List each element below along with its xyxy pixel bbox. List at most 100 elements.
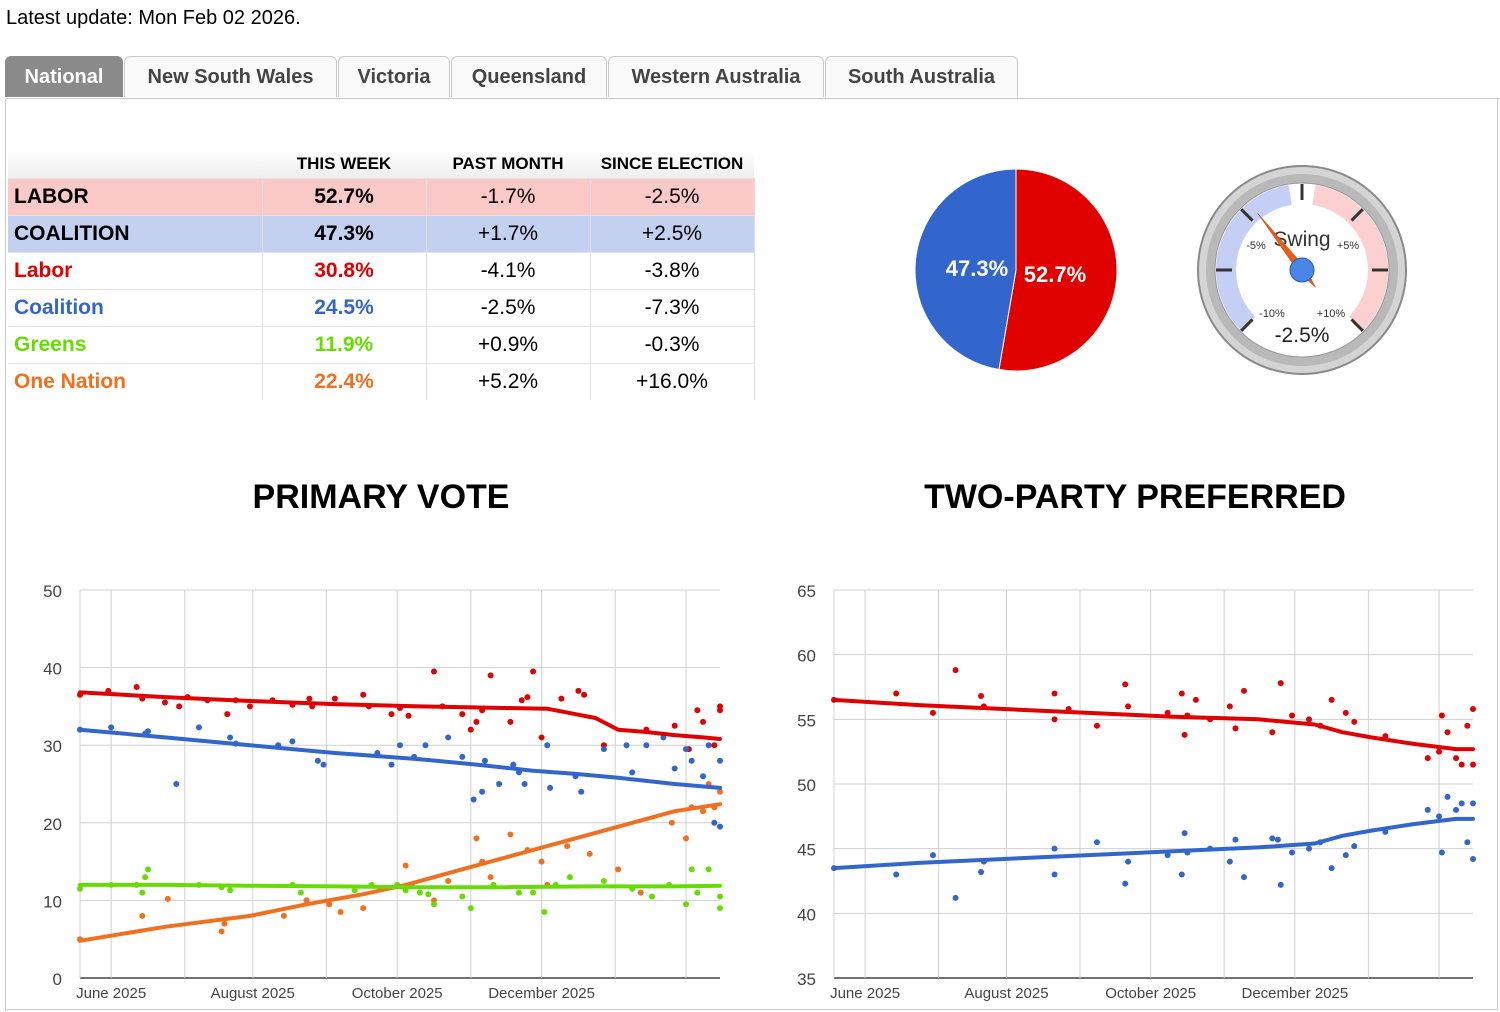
primary-vote-title: PRIMARY VOTE bbox=[252, 478, 510, 516]
poll-point bbox=[538, 734, 545, 741]
poll-point bbox=[1181, 830, 1188, 837]
poll-point bbox=[496, 781, 503, 787]
poll-point bbox=[1436, 748, 1443, 755]
poll-point bbox=[671, 722, 678, 729]
poll-point bbox=[717, 893, 723, 900]
poll-point bbox=[1424, 755, 1431, 762]
tab-victoria[interactable]: Victoria bbox=[338, 56, 450, 97]
poll-point bbox=[459, 893, 466, 900]
poll-point bbox=[600, 878, 607, 884]
series-coalition bbox=[77, 724, 723, 830]
poll-point bbox=[1178, 690, 1185, 697]
poll-point bbox=[683, 746, 690, 753]
poll-point bbox=[668, 819, 675, 826]
poll-point bbox=[558, 695, 565, 702]
poll-point bbox=[711, 819, 718, 826]
poll-point bbox=[161, 699, 168, 706]
poll-point bbox=[600, 746, 607, 753]
poll-point bbox=[510, 761, 517, 768]
summary-row: Coalition 24.5% -2.5% -7.3% bbox=[8, 289, 755, 327]
summary-row: Greens 11.9% +0.9% -0.3% bbox=[8, 326, 755, 364]
pie-slice-coalition bbox=[914, 168, 1017, 371]
poll-point bbox=[1328, 865, 1335, 872]
series-labor bbox=[831, 667, 1476, 768]
y-tick-label: 55 bbox=[797, 711, 816, 730]
poll-point bbox=[1444, 729, 1451, 736]
poll-point bbox=[142, 874, 149, 881]
poll-point bbox=[637, 889, 644, 896]
summary-since-election: -2.5% bbox=[590, 178, 755, 216]
summary-party-name: One Nation bbox=[8, 363, 263, 400]
poll-point bbox=[467, 726, 474, 733]
poll-point bbox=[422, 742, 429, 749]
x-tick-label: August 2025 bbox=[964, 985, 1048, 1002]
poll-point bbox=[1093, 722, 1100, 729]
poll-point bbox=[487, 672, 494, 679]
summary-header-past-month: PAST MONTH bbox=[426, 150, 590, 179]
summary-party-name: Greens bbox=[8, 326, 263, 364]
summary-row: LABOR 52.7% -1.7% -2.5% bbox=[8, 178, 755, 216]
poll-point bbox=[521, 781, 528, 787]
poll-point bbox=[388, 761, 395, 768]
poll-point bbox=[1240, 687, 1247, 694]
poll-point bbox=[1164, 709, 1171, 716]
poll-point bbox=[717, 823, 723, 830]
poll-point bbox=[1470, 761, 1476, 768]
poll-point bbox=[337, 909, 344, 916]
summary-past-month: -2.5% bbox=[426, 289, 591, 327]
poll-point bbox=[1093, 839, 1100, 846]
poll-point bbox=[694, 707, 701, 714]
x-tick-label: June 2025 bbox=[76, 985, 146, 1002]
poll-point bbox=[1351, 718, 1358, 725]
poll-point bbox=[487, 874, 494, 881]
trend-line bbox=[78, 690, 722, 741]
poll-point bbox=[547, 784, 554, 791]
poll-point bbox=[1289, 712, 1296, 719]
summary-party-name: LABOR bbox=[8, 178, 263, 216]
y-tick-label: 60 bbox=[797, 647, 816, 666]
poll-point bbox=[530, 889, 537, 896]
swing-gauge: -5% +5% -10% +10% Swing -2.5% bbox=[1197, 165, 1407, 375]
content-panel bbox=[5, 98, 1498, 1010]
y-tick-label: 40 bbox=[43, 660, 62, 679]
y-tick-label: 50 bbox=[797, 776, 816, 795]
tab-queensland[interactable]: Queensland bbox=[451, 56, 607, 97]
poll-point bbox=[893, 690, 900, 697]
poll-point bbox=[297, 889, 304, 896]
gauge-tick bbox=[1350, 208, 1364, 222]
poll-point bbox=[1232, 725, 1239, 732]
poll-point bbox=[1051, 845, 1058, 852]
summary-past-month: +5.2% bbox=[426, 363, 591, 400]
region-tabs: National New South Wales Victoria Queens… bbox=[5, 56, 1500, 99]
poll-point bbox=[683, 835, 690, 842]
poll-point bbox=[1306, 845, 1313, 852]
poll-point bbox=[566, 874, 573, 881]
line-chart-1: 0 10 20 30 40 50 June 2025 August 2025 October 2… bbox=[43, 582, 723, 1002]
poll-point bbox=[507, 718, 514, 725]
poll-point bbox=[405, 712, 412, 719]
summary-header-this-week: THIS WEEK bbox=[262, 150, 426, 179]
trend-line bbox=[78, 727, 722, 790]
y-tick-label: 10 bbox=[43, 892, 62, 911]
summary-party-name: Coalition bbox=[8, 289, 263, 327]
gauge-tick-minus10: -10% bbox=[1259, 308, 1285, 320]
summary-row: COALITION 47.3% +1.7% +2.5% bbox=[8, 215, 755, 253]
poll-point bbox=[473, 835, 480, 842]
tab-new-south-wales[interactable]: New South Wales bbox=[124, 56, 337, 97]
tab-south-australia[interactable]: South Australia bbox=[825, 56, 1018, 97]
summary-row: Labor 30.8% -4.1% -3.8% bbox=[8, 252, 755, 290]
tab-western-australia[interactable]: Western Australia bbox=[608, 56, 824, 97]
poll-point bbox=[227, 887, 234, 894]
poll-point bbox=[326, 901, 333, 908]
summary-past-month: +1.7% bbox=[426, 215, 591, 253]
poll-point bbox=[538, 858, 545, 865]
y-tick-label: 0 bbox=[53, 970, 62, 989]
summary-since-election: -3.8% bbox=[590, 252, 755, 290]
poll-point bbox=[688, 866, 695, 873]
poll-point bbox=[306, 695, 313, 702]
poll-point bbox=[578, 788, 585, 795]
summary-this-week: 11.9% bbox=[262, 326, 427, 364]
poll-point bbox=[77, 885, 83, 892]
tab-national[interactable]: National bbox=[5, 56, 123, 97]
poll-point bbox=[1351, 843, 1358, 850]
